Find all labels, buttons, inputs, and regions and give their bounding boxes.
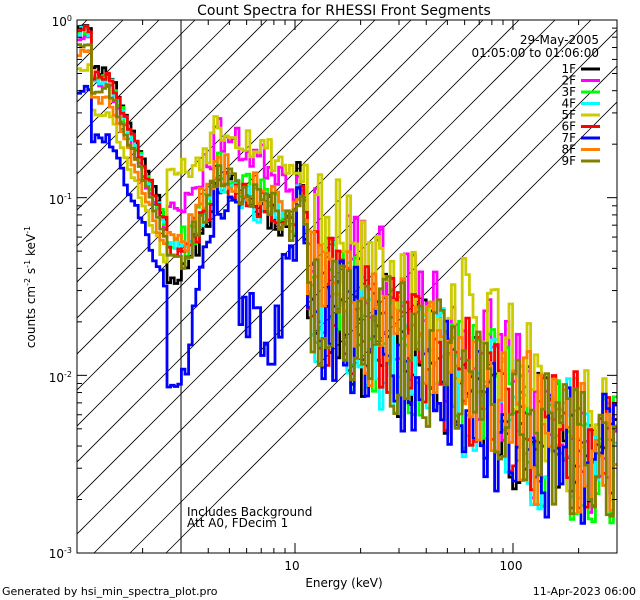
generated-by-label: Generated by hsi_min_spectra_plot.pro bbox=[2, 585, 218, 598]
legend-label-8F: 8F bbox=[561, 143, 576, 157]
legend-label-1F: 1F bbox=[561, 62, 576, 76]
legend-label-9F: 9F bbox=[561, 154, 576, 168]
legend-label-5F: 5F bbox=[561, 108, 576, 122]
series-line-5F bbox=[77, 63, 617, 493]
hatch-line bbox=[77, 20, 88, 31]
time-range-label: 01:05:00 to 01:06:00 bbox=[472, 46, 599, 60]
date-label: 29-May-2005 bbox=[520, 33, 599, 47]
hatch-line bbox=[129, 65, 617, 553]
x-tick-label-100: 100 bbox=[500, 559, 523, 573]
y-tick-label-2: 10-2 bbox=[49, 370, 72, 385]
legend-label-4F: 4F bbox=[561, 97, 576, 111]
hatched-region bbox=[77, 20, 617, 553]
hatch-line bbox=[77, 20, 232, 175]
hatch-line bbox=[77, 20, 196, 139]
timestamp-label: 11-Apr-2023 06:00 bbox=[533, 585, 636, 598]
hatch-line bbox=[77, 20, 556, 499]
y-tick-label-0: 100 bbox=[52, 14, 72, 29]
x-axis-label: Energy (keV) bbox=[305, 576, 382, 590]
hatch-line bbox=[77, 20, 484, 427]
hatch-line bbox=[77, 20, 448, 391]
legend-label-6F: 6F bbox=[561, 120, 576, 134]
annotation-attenuator: Att A0, FDecim 1 bbox=[187, 516, 288, 530]
series-group bbox=[77, 24, 617, 525]
y-tick-label-3: 10-3 bbox=[49, 546, 72, 561]
hatch-line bbox=[77, 20, 304, 247]
legend-label-3F: 3F bbox=[561, 85, 576, 99]
hatch-line bbox=[77, 20, 520, 463]
x-tick-label-10: 10 bbox=[284, 559, 299, 573]
series-line-9F bbox=[77, 43, 617, 518]
hatch-line bbox=[77, 20, 376, 319]
legend-label-2F: 2F bbox=[561, 74, 576, 88]
plot-frame bbox=[76, 19, 618, 554]
axis-ticks bbox=[76, 19, 618, 554]
hatch-line bbox=[77, 20, 124, 67]
hatch-line bbox=[77, 20, 412, 355]
chart-title: Count Spectra for RHESSI Front Segments bbox=[197, 3, 491, 19]
hatch-line bbox=[77, 20, 268, 211]
hatch-line bbox=[77, 20, 340, 283]
y-axis-label: counts cm-2 s-1 keV-1 bbox=[23, 226, 38, 348]
annotation-background: Includes Background bbox=[187, 505, 312, 519]
legend-label-7F: 7F bbox=[561, 131, 576, 145]
y-tick-label-1: 10-1 bbox=[49, 192, 72, 207]
